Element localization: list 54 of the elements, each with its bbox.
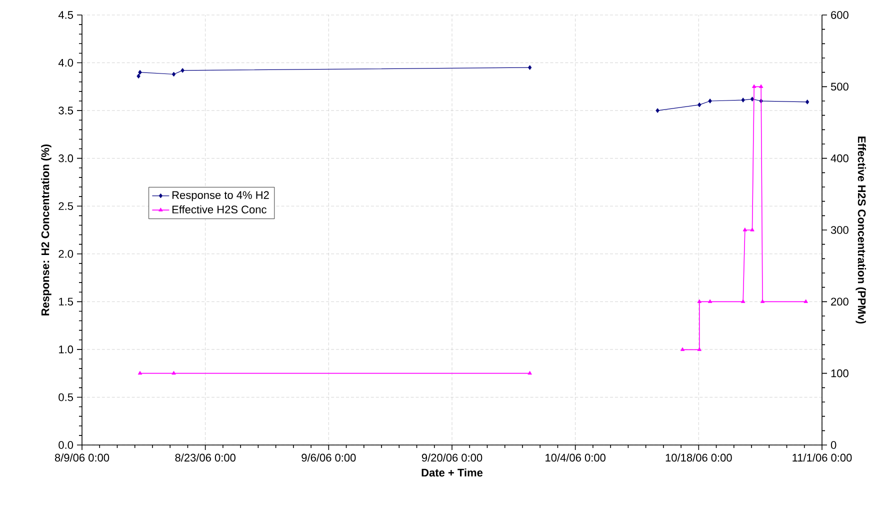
point <box>804 299 808 303</box>
point <box>752 84 756 88</box>
y2-tick-label: 400 <box>830 154 848 162</box>
point <box>528 370 532 375</box>
y2-tick-label: 600 <box>831 11 848 19</box>
point <box>172 72 176 77</box>
y-tick-label: 2.0 <box>58 250 74 258</box>
point <box>742 228 748 232</box>
point <box>138 370 142 375</box>
point <box>758 84 764 88</box>
x-tick-label: 10/4/06 0:00 <box>546 454 606 462</box>
x-tick-label: 8/9/06 0:00 <box>54 454 110 462</box>
point <box>760 299 765 303</box>
y2-tick-label: 0 <box>830 441 836 449</box>
x-tick-label: 8/23/06 0:00 <box>175 454 236 462</box>
x-axis-title: Date + Time <box>422 468 483 477</box>
point <box>656 108 660 113</box>
point <box>138 70 142 75</box>
point <box>136 74 140 79</box>
point <box>697 299 702 303</box>
point <box>172 370 176 375</box>
point <box>805 100 810 104</box>
y2-tick-label: 200 <box>831 298 848 306</box>
x-tick-label: 9/6/06 0:00 <box>302 454 356 462</box>
x-tick-label: 11/1/06 0:00 <box>792 454 852 462</box>
point <box>708 299 712 303</box>
point <box>750 228 754 232</box>
y2-tick-label: 300 <box>830 226 848 234</box>
y-tick-label: 0.0 <box>58 441 74 449</box>
point <box>750 96 754 102</box>
point <box>698 102 702 108</box>
point <box>697 347 702 351</box>
x-tick-label: 10/18/06 0:00 <box>666 454 732 462</box>
y-tick-label: 4.5 <box>58 11 74 19</box>
point <box>740 299 746 303</box>
y-axis-title: Response: H2 Concentration (%) <box>41 144 52 316</box>
point <box>680 347 685 351</box>
point <box>528 65 532 70</box>
legend-label: Effective H2S Conc <box>172 205 266 214</box>
y-tick-label: 1.0 <box>59 346 74 354</box>
y2-axis-title: Effective H2S Concentration (PPMv) <box>856 136 866 324</box>
y-tick-label: 4.0 <box>58 58 74 67</box>
point <box>741 98 745 102</box>
y-tick-label: 1.5 <box>59 298 74 306</box>
y2-tick-label: 500 <box>830 82 848 91</box>
point <box>180 68 184 73</box>
x-tick-label: 9/20/06 0:00 <box>422 454 482 462</box>
y2-tick-label: 100 <box>831 369 848 378</box>
y-tick-label: 3.5 <box>58 106 74 114</box>
y-tick-label: 3.0 <box>58 154 74 162</box>
y-tick-label: 2.5 <box>58 202 74 210</box>
point <box>708 98 712 104</box>
y-tick-label: 0.5 <box>58 393 74 402</box>
legend-label: Response to 4% H2 <box>172 191 269 202</box>
